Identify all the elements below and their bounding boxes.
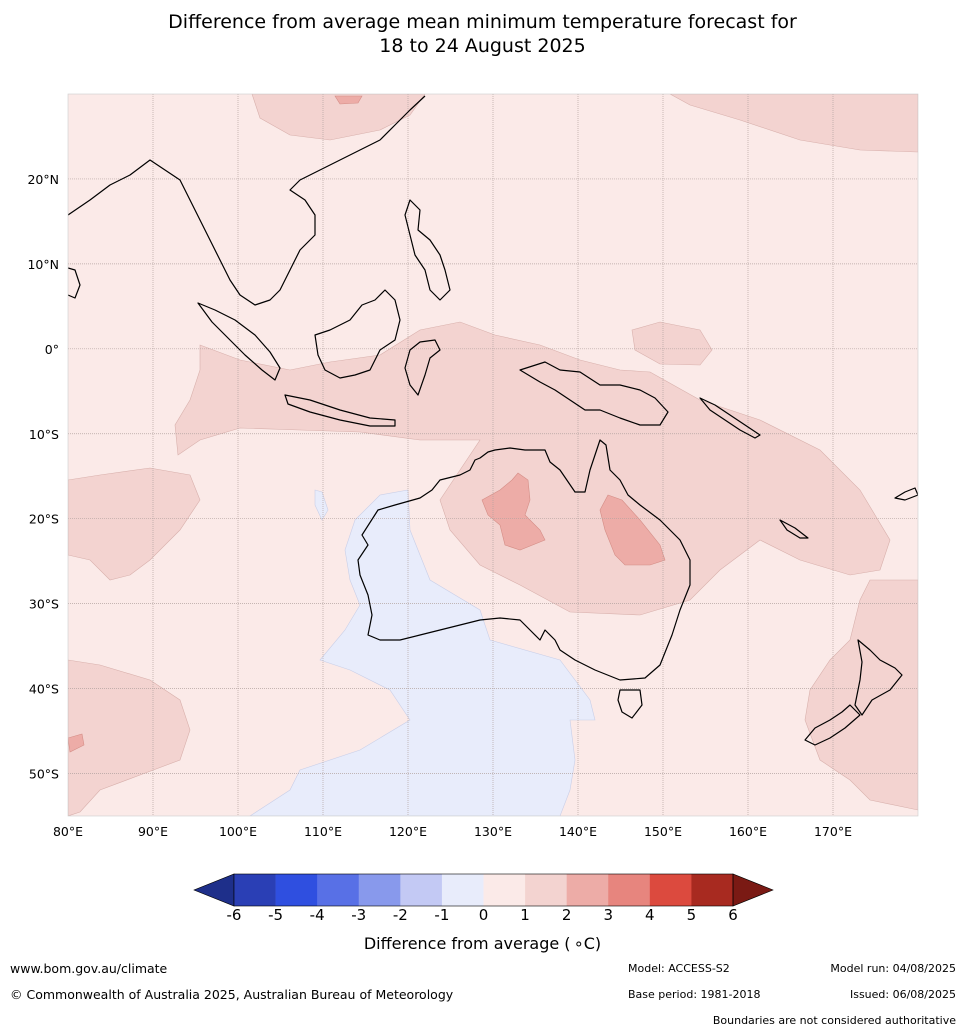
title-line-1: Difference from average mean minimum tem… — [168, 11, 797, 33]
anomaly-region-small-ne — [314, 489, 329, 521]
new-guinea-coastline — [519, 361, 669, 426]
longitude-label: 140°E — [559, 824, 597, 839]
footer-model: Model: ACCESS-S2 — [628, 962, 730, 975]
colorbar — [193, 873, 774, 907]
latitude-label: 20°N — [27, 172, 59, 187]
longitude-label: 170°E — [814, 824, 852, 839]
footer-boundaries-note: Boundaries are not considered authoritat… — [712, 1014, 956, 1027]
sulawesi-coastline — [404, 339, 441, 396]
longitude-label: 80°E — [53, 824, 83, 839]
anomaly-1-to-2-regions — [68, 94, 918, 816]
new-zealand-south-coastline — [804, 704, 861, 746]
colorbar-tick-label: 1 — [520, 906, 530, 924]
longitude-label: 90°E — [138, 824, 168, 839]
new-caledonia-coastline — [779, 519, 809, 539]
colorbar-bin — [400, 874, 443, 906]
colorbar-bin — [358, 874, 401, 906]
title-line-2: 18 to 24 August 2025 — [379, 35, 586, 57]
footer-issued: Issued: 06/08/2025 — [849, 988, 956, 1001]
longitude-label: 130°E — [474, 824, 512, 839]
longitude-labels: 80°E 90°E 100°E 110°E 120°E 130°E 140°E 150°E 16… — [53, 824, 852, 839]
colorbar-extend-low — [193, 873, 235, 907]
anomaly-region-east-png — [631, 321, 713, 366]
anomaly-region-northeast — [669, 94, 918, 153]
anomaly-region-western-australia-ocean — [249, 489, 596, 816]
colorbar-bin — [608, 874, 651, 906]
colorbar-tick-label: 0 — [478, 906, 489, 924]
anomaly-region-southwest — [68, 659, 191, 816]
colorbar-tick-label: -6 — [226, 906, 242, 924]
solomon-islands-coastline — [699, 397, 761, 439]
anomaly-minus-1-to-0-regions — [249, 489, 596, 816]
colorbar-bin — [234, 874, 276, 906]
fiji-coastline — [894, 487, 918, 501]
colorbar-tick-label: 3 — [603, 906, 614, 924]
colorbar-label: Difference from average ( ∘C) — [363, 934, 602, 953]
latitude-label: 0° — [45, 342, 59, 357]
anomaly-region-north-small — [334, 95, 363, 105]
java-coastline — [284, 394, 396, 427]
latitude-label: 20°S — [29, 512, 59, 527]
colorbar-tick-label: -3 — [351, 906, 367, 924]
longitude-label: 150°E — [644, 824, 682, 839]
australia-coastline — [357, 439, 691, 681]
colorbar-tick-label: 5 — [686, 906, 697, 924]
colorbar-bin — [441, 874, 484, 906]
latitude-label: 10°S — [29, 427, 59, 442]
anomaly-region-north — [251, 94, 426, 141]
longitude-label: 160°E — [729, 824, 767, 839]
gridlines — [68, 94, 918, 816]
colorbar-bin — [691, 874, 734, 906]
footer-base-period: Base period: 1981-2018 — [628, 988, 761, 1001]
colorbar-bin — [275, 874, 318, 906]
colorbar-tick-label: 6 — [728, 906, 738, 924]
footer-website[interactable]: www.bom.gov.au/climate — [10, 961, 168, 976]
sumatra-coastline — [197, 302, 281, 381]
colorbar-tick-label: -2 — [392, 906, 408, 924]
asia-coastline — [68, 95, 426, 306]
new-zealand-north-coastline — [854, 639, 903, 716]
latitude-label: 30°S — [29, 597, 59, 612]
map-plot-area — [68, 94, 918, 816]
longitude-label: 110°E — [304, 824, 342, 839]
longitude-label: 100°E — [219, 824, 257, 839]
colorbar-frame — [233, 873, 734, 907]
colorbar-tick-label: -1 — [434, 906, 450, 924]
colorbar-bin — [566, 874, 609, 906]
colorbar-bin — [649, 874, 692, 906]
colorbar-tick-label: 2 — [561, 906, 572, 924]
colorbar-bin — [483, 874, 526, 906]
colorbar-bin — [525, 874, 567, 906]
map-title: Difference from average mean minimum tem… — [0, 10, 965, 58]
anomaly-region-southwest-small — [68, 733, 85, 753]
anomaly-region-west-indian-ocean — [68, 467, 201, 581]
coastlines — [68, 95, 918, 746]
tasmania-coastline — [617, 689, 643, 719]
anomaly-region-maritime-australia — [174, 321, 891, 616]
sri-lanka-india-coastline — [68, 267, 81, 299]
latitude-label: 50°S — [29, 767, 59, 782]
colorbar-extend-high — [732, 873, 774, 907]
anomaly-region-queensland — [599, 494, 666, 566]
anomaly-region-central-australia — [481, 472, 546, 551]
colorbar-bin — [317, 874, 360, 906]
borneo-coastline — [314, 289, 401, 379]
latitude-label: 40°S — [29, 682, 59, 697]
latitude-label: 10°N — [27, 257, 59, 272]
colorbar-tick-label: 4 — [645, 906, 655, 924]
philippines-coastline — [404, 199, 451, 301]
anomaly-2-to-3-regions — [68, 95, 666, 753]
longitude-label: 120°E — [389, 824, 427, 839]
footer-copyright: © Commonwealth of Australia 2025, Austra… — [10, 987, 454, 1002]
colorbar-tick-label: -5 — [268, 906, 284, 924]
map-frame — [67, 93, 919, 817]
latitude-labels: 20°N 10°N 0° 10°S 20°S 30°S 40°S 50°S — [27, 172, 59, 782]
colorbar-tick-label: -4 — [309, 906, 325, 924]
footer-model-run: Model run: 04/08/2025 — [830, 962, 956, 975]
